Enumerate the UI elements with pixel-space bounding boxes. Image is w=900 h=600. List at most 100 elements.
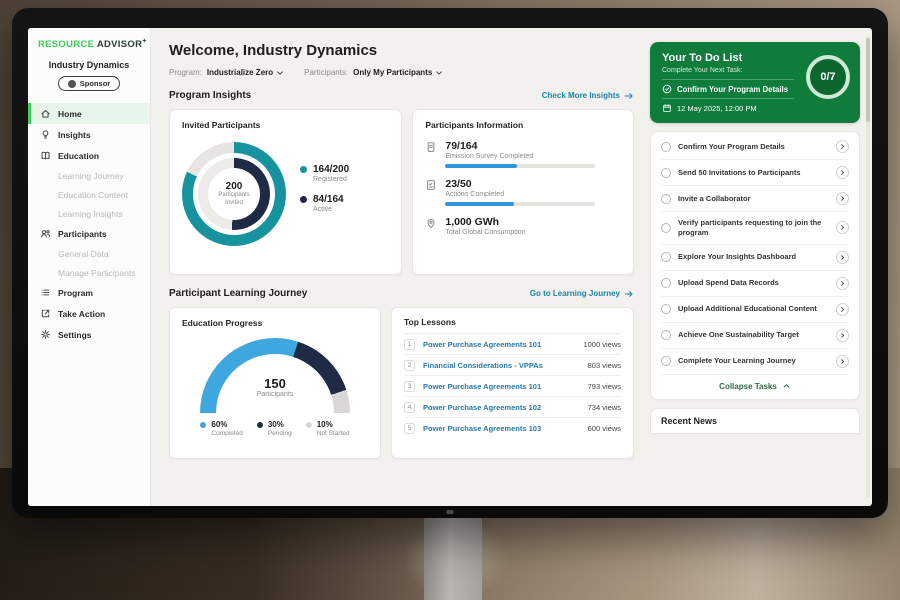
- sidebar: RESOURCE ADVISOR+ Industry Dynamics Spon…: [28, 28, 151, 506]
- todo-next-task-label: Confirm Your Program Details: [677, 84, 789, 94]
- task-checkbox[interactable]: [661, 330, 671, 340]
- survey-icon: [428, 142, 435, 152]
- app-logo[interactable]: RESOURCE ADVISOR+: [28, 38, 150, 50]
- donut-center-value: 200: [225, 181, 243, 193]
- check-circle-icon: [662, 84, 672, 94]
- sidebar-item-general-data[interactable]: General Data: [28, 244, 150, 263]
- sidebar-item-label: Learning Insights: [58, 208, 123, 219]
- sidebar-item-home[interactable]: Home: [28, 103, 150, 125]
- sidebar-item-label: Settings: [58, 329, 92, 340]
- lesson-link[interactable]: Financial Considerations - VPPAs: [423, 360, 543, 370]
- task-checkbox[interactable]: [661, 356, 671, 366]
- progress-fill: [445, 164, 518, 168]
- task-list-card: Confirm Your Program Details Send 50 Inv…: [650, 131, 860, 400]
- sponsor-badge: Sponsor: [57, 76, 121, 92]
- participants-dropdown[interactable]: Only My Participants: [353, 68, 443, 77]
- sidebar-item-learning-insights[interactable]: Learning Insights: [28, 204, 150, 223]
- lesson-views: 600 views: [587, 423, 621, 433]
- legend-label: Completed: [211, 430, 243, 437]
- arrow-right-icon: [624, 92, 633, 99]
- collapse-tasks-button[interactable]: Collapse Tasks: [661, 375, 849, 397]
- top-lessons-card: Top Lessons 1 Power Purchase Agreements …: [391, 307, 634, 459]
- section-title: Program Insights: [169, 90, 252, 101]
- page-title: Welcome, Industry Dynamics: [169, 42, 378, 59]
- task-checkbox[interactable]: [661, 222, 671, 233]
- program-insights-header: Program Insights Check More Insights: [169, 90, 634, 101]
- sidebar-item-manage-participants[interactable]: Manage Participants: [28, 263, 150, 282]
- lesson-link[interactable]: Power Purchase Agreements 103: [423, 423, 542, 433]
- card-title: Invited Participants: [182, 120, 261, 130]
- legend-dot: [305, 421, 312, 428]
- scrollbar-track[interactable]: [866, 36, 870, 498]
- todo-next-task[interactable]: Confirm Your Program Details: [662, 80, 848, 98]
- sidebar-item-education-content[interactable]: Education Content: [28, 185, 150, 204]
- chevron-right-icon[interactable]: [836, 302, 849, 316]
- stat-actions: 23/50 Actions Completed: [425, 178, 621, 206]
- stat-label: Total Global Consumption: [445, 229, 526, 236]
- chevron-right-icon[interactable]: [836, 250, 849, 264]
- list-icon: [41, 289, 50, 296]
- chevron-right-icon[interactable]: [836, 276, 849, 290]
- check-more-insights-link[interactable]: Check More Insights: [542, 91, 634, 100]
- sidebar-nav: Home Insights Education Learning Journey…: [28, 103, 150, 345]
- invited-donut-inner: 200 Participants Invited: [198, 158, 270, 230]
- legend-dot: [300, 166, 307, 173]
- program-dropdown[interactable]: Industrialize Zero: [207, 68, 284, 77]
- legend-dot: [300, 196, 307, 203]
- participants-filter: Participants: Only My Participants: [304, 68, 443, 77]
- recent-news-card[interactable]: Recent News: [650, 407, 860, 434]
- chevron-right-icon[interactable]: [836, 192, 849, 205]
- education-gauge-chart: 150 Participants: [200, 338, 350, 414]
- task-checkbox[interactable]: [661, 278, 671, 288]
- progress-fill: [445, 202, 515, 206]
- legend-item-active: 84/164 Active: [300, 194, 349, 213]
- task-row: Invite a Collaborator: [661, 186, 849, 212]
- gauge-center-value: 150: [264, 376, 286, 391]
- sidebar-item-label: Program: [58, 287, 93, 298]
- lesson-row: 5 Power Purchase Agreements 103 600 view…: [404, 418, 621, 438]
- legend-value: 60%: [211, 420, 228, 429]
- lesson-views: 803 views: [587, 360, 621, 370]
- sidebar-item-participants[interactable]: Participants: [28, 223, 150, 244]
- scrollbar-thumb[interactable]: [866, 38, 870, 122]
- sponsor-badge-label: Sponsor: [79, 79, 111, 89]
- learning-cards: Education Progress 150 Participants 60% …: [169, 307, 634, 459]
- sidebar-item-insights[interactable]: Insights: [28, 124, 150, 145]
- calendar-icon: [663, 104, 671, 112]
- logo-plus: +: [142, 38, 147, 45]
- sidebar-item-label: Take Action: [58, 308, 106, 319]
- task-checkbox[interactable]: [661, 304, 671, 314]
- sidebar-item-take-action[interactable]: Take Action: [28, 303, 150, 324]
- program-filter: Program: Industrialize Zero: [169, 68, 284, 77]
- lesson-row: 1 Power Purchase Agreements 101 1000 vie…: [404, 334, 621, 355]
- chevron-right-icon[interactable]: [836, 354, 849, 368]
- chevron-right-icon[interactable]: [836, 166, 849, 179]
- sidebar-item-learning-journey[interactable]: Learning Journey: [28, 166, 150, 185]
- go-to-learning-journey-link[interactable]: Go to Learning Journey: [530, 289, 634, 298]
- stat-label: Emission Survey Completed: [445, 153, 534, 160]
- task-row: Achieve One Sustainability Target: [661, 323, 849, 349]
- chevron-right-icon[interactable]: [836, 328, 849, 342]
- task-checkbox[interactable]: [661, 193, 671, 204]
- lesson-link[interactable]: Power Purchase Agreements 101: [423, 381, 542, 391]
- stat-emission-survey: 79/164 Emission Survey Completed: [425, 140, 621, 168]
- section-title: Participant Learning Journey: [169, 288, 308, 299]
- task-checkbox[interactable]: [661, 252, 671, 262]
- program-dropdown-value: Industrialize Zero: [206, 68, 274, 77]
- lesson-rank: 5: [404, 422, 415, 434]
- link-label: Check More Insights: [541, 91, 620, 100]
- sidebar-item-program[interactable]: Program: [28, 282, 150, 303]
- sidebar-item-education[interactable]: Education: [28, 145, 150, 166]
- todo-subtitle: Complete Your Next Task:: [662, 67, 743, 74]
- task-checkbox[interactable]: [661, 167, 671, 178]
- chevron-right-icon[interactable]: [836, 140, 849, 153]
- participants-dropdown-value: Only My Participants: [353, 68, 433, 77]
- lesson-link[interactable]: Power Purchase Agreements 101: [423, 339, 542, 349]
- chevron-right-icon[interactable]: [836, 221, 849, 235]
- task-checkbox[interactable]: [661, 141, 671, 152]
- education-progress-card: Education Progress 150 Participants 60% …: [169, 307, 381, 459]
- recent-news-title: Recent News: [661, 415, 718, 426]
- lesson-link[interactable]: Power Purchase Agreements 102: [423, 402, 542, 412]
- legend-value: 30%: [267, 420, 284, 429]
- sidebar-item-settings[interactable]: Settings: [28, 324, 150, 345]
